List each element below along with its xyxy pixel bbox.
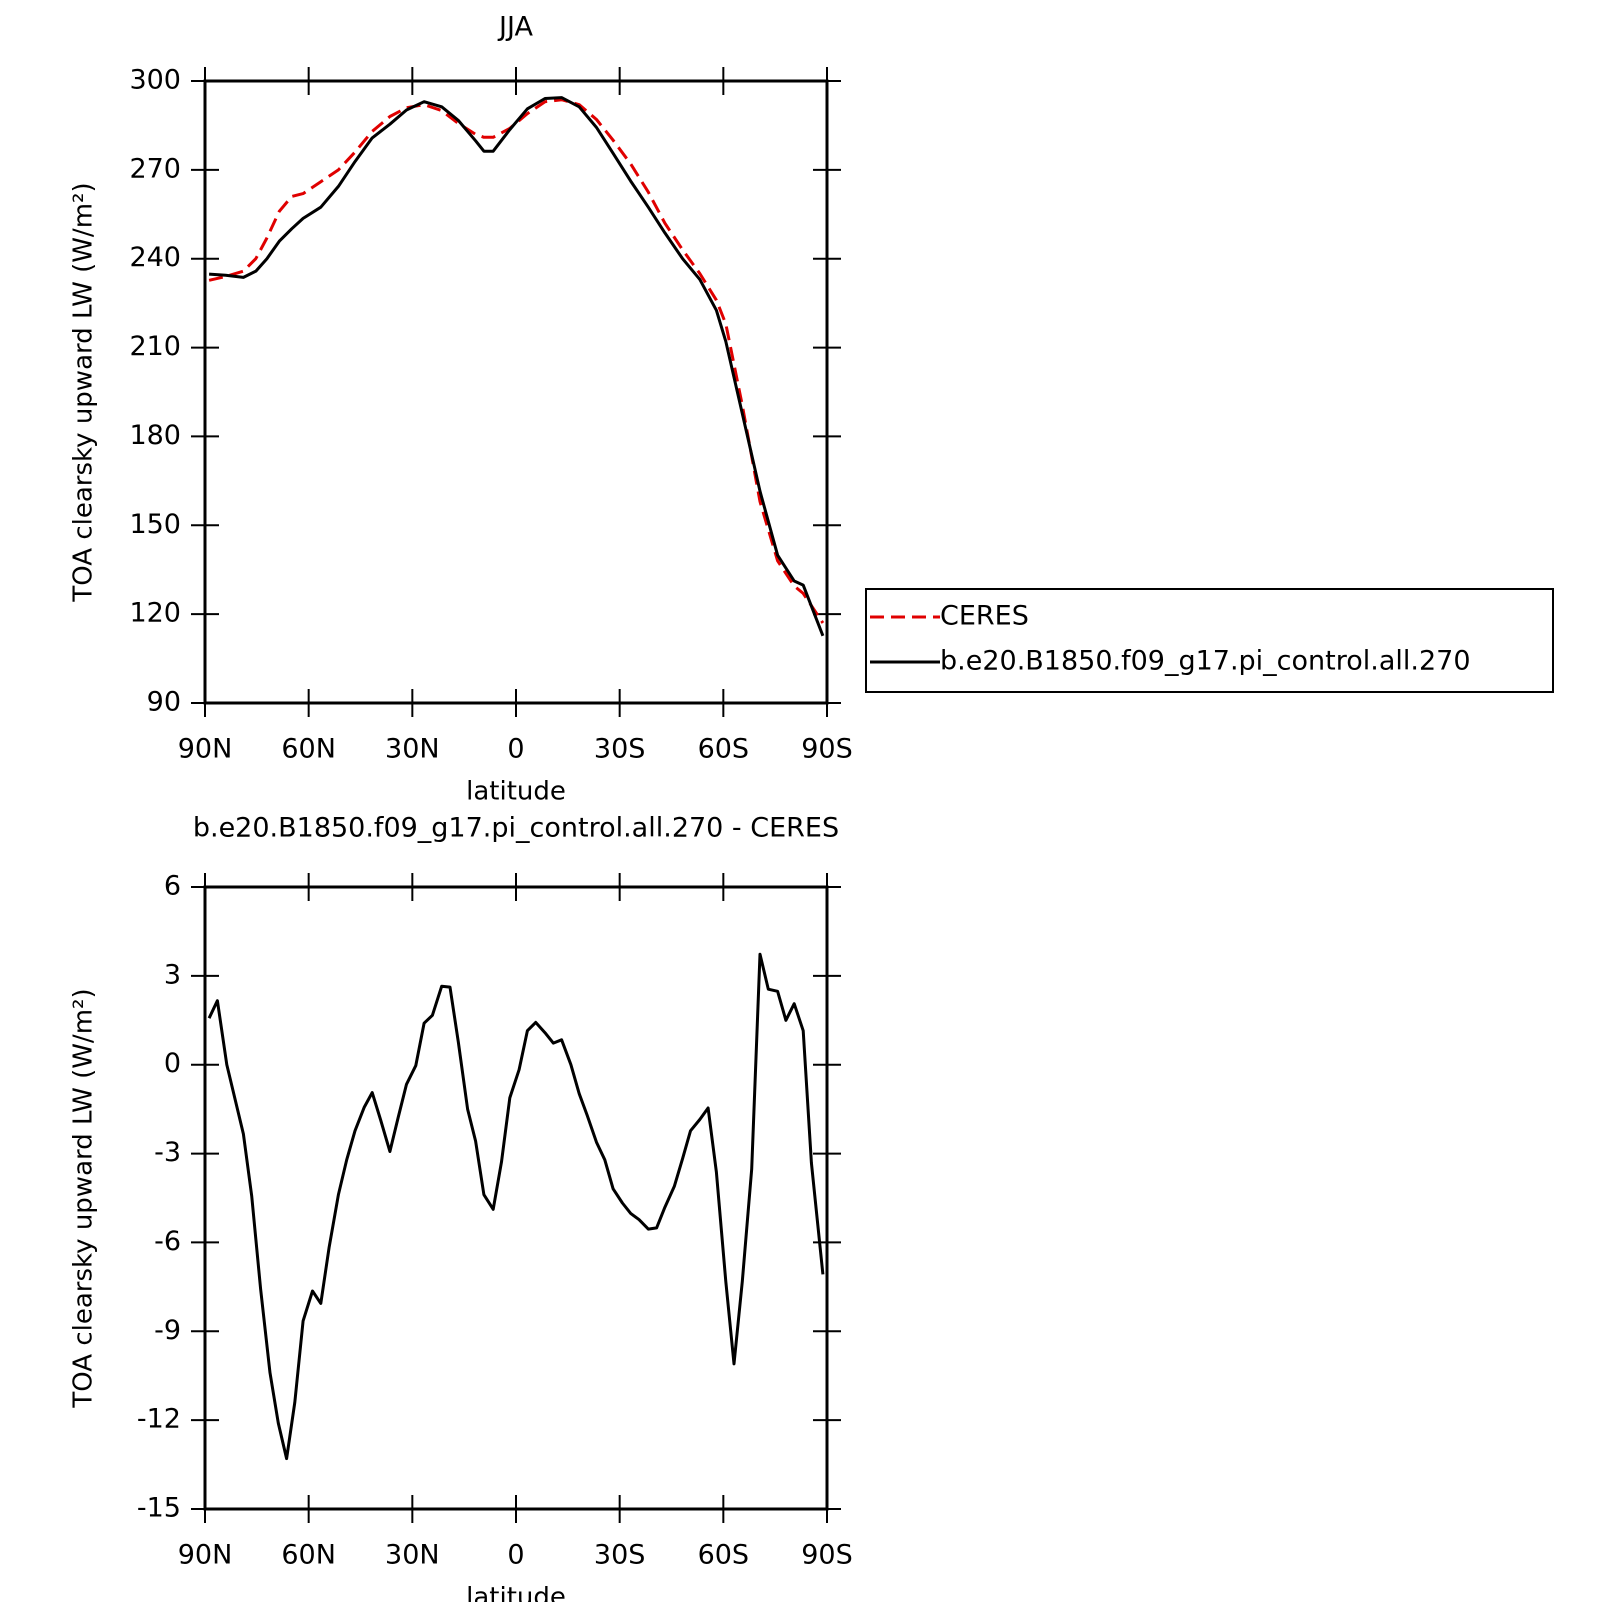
y-tick-label: 3 [164, 959, 181, 990]
x-axis-label: latitude [466, 777, 566, 807]
y-tick-label: -6 [154, 1226, 181, 1257]
y-tick-label: 270 [129, 153, 181, 184]
x-tick-label: 90N [178, 1540, 233, 1571]
y-tick-label: 120 [129, 598, 181, 629]
y-tick-label: -3 [154, 1137, 181, 1168]
y-tick-label: 240 [129, 242, 181, 273]
chart-title: JJA [497, 12, 533, 43]
data-line [208, 98, 825, 624]
y-tick-label: 6 [164, 871, 181, 902]
plot-frame [203, 79, 829, 705]
legend-label: CERES [940, 601, 1029, 632]
x-tick-label: 30N [385, 734, 440, 765]
plot-frame [203, 885, 829, 1511]
data-line [208, 96, 825, 637]
y-tick-label: 300 [129, 65, 181, 96]
y-axis-label: TOA clearsky upward LW (W/m²) [69, 182, 99, 602]
x-tick-label: 30S [594, 734, 646, 765]
x-tick-label: 30S [594, 1540, 646, 1571]
x-tick-label: 30N [385, 1540, 440, 1571]
y-tick-label: -12 [137, 1404, 181, 1435]
y-tick-label: 180 [129, 420, 181, 451]
x-axis-label: latitude [466, 1583, 566, 1603]
legend-box [865, 588, 1554, 693]
x-tick-label: 0 [507, 734, 524, 765]
chart-title: b.e20.B1850.f09_g17.pi_control.all.270 -… [193, 813, 839, 844]
y-tick-label: 150 [129, 509, 181, 540]
x-tick-label: 90N [178, 734, 233, 765]
x-tick-label: 90S [801, 1540, 853, 1571]
y-tick-label: 0 [164, 1048, 181, 1079]
y-tick-label: 210 [129, 331, 181, 362]
legend-label: b.e20.B1850.f09_g17.pi_control.all.270 [940, 646, 1471, 677]
x-tick-label: 90S [801, 734, 853, 765]
x-tick-label: 60N [281, 1540, 336, 1571]
y-tick-label: 90 [147, 687, 181, 718]
y-tick-label: -9 [154, 1315, 181, 1346]
y-tick-label: -15 [137, 1493, 181, 1524]
x-tick-label: 60S [698, 1540, 750, 1571]
x-tick-label: 60S [698, 734, 750, 765]
x-tick-label: 0 [507, 1540, 524, 1571]
y-axis-label: TOA clearsky upward LW (W/m²) [69, 988, 99, 1408]
data-line [207, 952, 825, 1461]
x-tick-label: 60N [281, 734, 336, 765]
